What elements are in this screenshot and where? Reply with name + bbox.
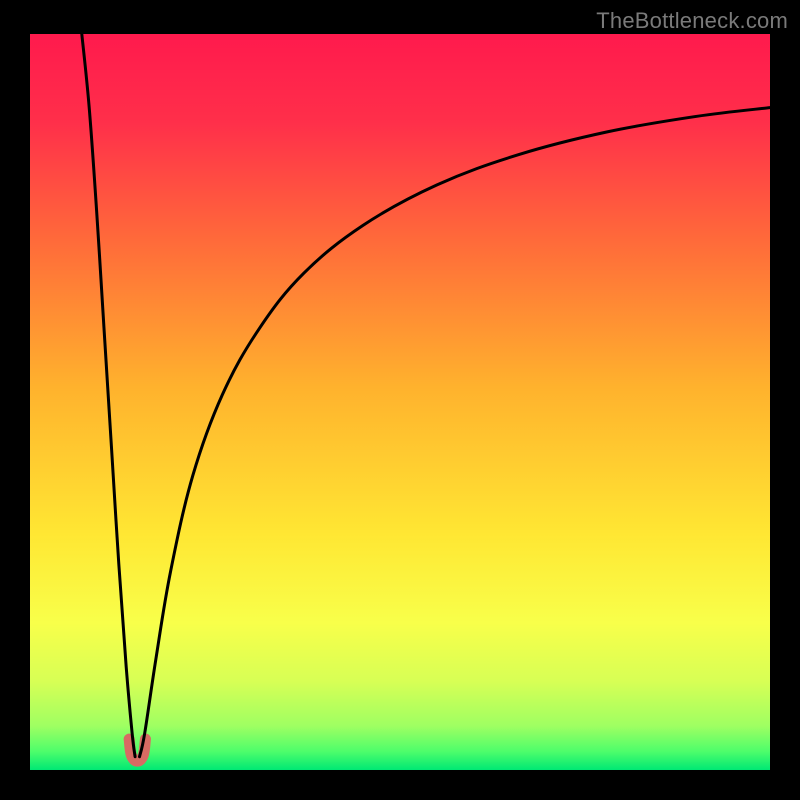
plot-area (30, 34, 770, 770)
gradient-and-curve (30, 34, 770, 770)
plot-background (30, 34, 770, 770)
watermark-text: TheBottleneck.com (596, 8, 788, 34)
